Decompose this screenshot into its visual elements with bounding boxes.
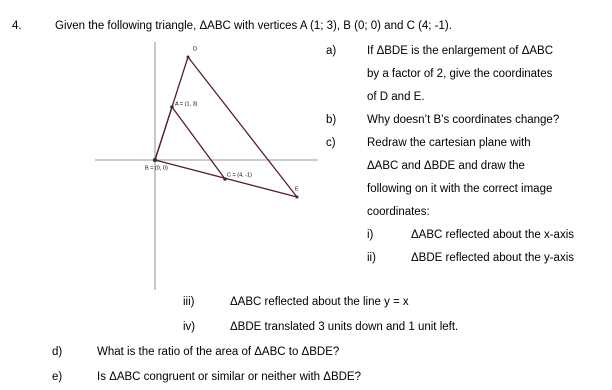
question-number: 4. <box>12 20 22 32</box>
subpart-label: iii) <box>183 296 195 308</box>
parts: a) If ΔBDE is the enlargement of ΔABC by a… <box>52 45 574 383</box>
part-text: by a factor of 2, give the coordinates <box>367 68 553 80</box>
part-text: What is the ratio of the area of ΔABC to… <box>97 346 339 358</box>
subpart-label: ii) <box>367 252 376 264</box>
subpart-label: iv) <box>183 321 195 333</box>
edge-ac <box>171 106 226 180</box>
part-text: following on it with the correct image <box>367 183 552 195</box>
part-text: of D and E. <box>367 91 425 103</box>
part-text: Is ΔABC congruent or similar or neither … <box>97 371 361 383</box>
part-text: Redraw the cartesian plane with <box>367 137 531 149</box>
part-label: c) <box>326 137 336 149</box>
subpart-text: ΔBDE translated 3 units down and 1 unit … <box>230 321 458 333</box>
part-text: If ΔBDE is the enlargement of ΔABC <box>367 45 553 57</box>
part-label: a) <box>326 45 336 57</box>
subpart-text: ΔABC reflected about the line y = x <box>230 296 409 308</box>
label-b: B = (0, 0) <box>145 165 168 171</box>
question-intro: Given the following triangle, ΔABC with … <box>55 20 452 32</box>
point-d <box>186 55 190 59</box>
subpart-text: ΔABC reflected about the x-axis <box>411 229 574 241</box>
subpart-text: ΔBDE reflected about the y-axis <box>411 252 574 264</box>
point-b <box>152 157 158 163</box>
edge-de <box>187 56 298 198</box>
part-label: d) <box>52 346 62 358</box>
part-text: Why doesn’t B’s coordinates change? <box>367 114 559 126</box>
part-label: e) <box>52 371 62 383</box>
point-c <box>223 177 227 181</box>
label-d: D <box>193 46 197 52</box>
point-e <box>295 195 299 199</box>
subpart-label: i) <box>367 229 374 241</box>
label-a: A = (1, 3) <box>175 101 198 107</box>
part-text: ΔABC and ΔBDE and draw the <box>367 160 525 172</box>
part-text: coordinates: <box>367 206 430 218</box>
figure: D A = (1, 3) B = (0, 0) C = (4, -1) E <box>95 42 318 290</box>
point-a <box>170 105 174 109</box>
label-c: C = (4, -1) <box>227 172 252 178</box>
label-e: E <box>295 186 299 192</box>
part-label: b) <box>326 114 336 126</box>
edge-ba <box>154 106 173 161</box>
